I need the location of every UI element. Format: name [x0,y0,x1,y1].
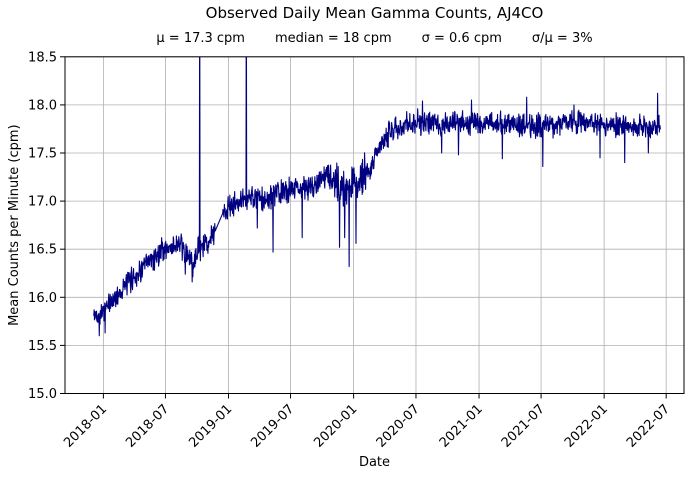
x-axis-label: Date [359,455,390,470]
x-tick-label: 2019-07 [248,402,297,451]
tick-labels: 15.0 15.5 16.0 16.5 17.0 17.5 18.0 18.5 2018-01 2… [28,50,673,450]
grid [65,56,684,394]
y-tick-label: 15.5 [28,339,57,354]
stat-mu: μ = 17.3 cpm [156,31,245,46]
chart-title: Observed Daily Mean Gamma Counts, AJ4CO [205,4,544,22]
x-tick-label: 2021-01 [437,402,486,451]
y-tick-label: 16.5 [28,243,57,258]
x-tick-label: 2022-01 [562,402,611,451]
x-tick-label: 2020-07 [374,402,423,451]
y-axis-label: Mean Counts per Minute (cpm) [7,124,22,326]
data-line [93,56,661,337]
y-tick-label: 18.0 [28,98,57,113]
y-tick-label: 17.5 [28,147,57,162]
x-tick-label: 2019-01 [186,402,235,451]
x-tick-label: 2020-01 [311,402,360,451]
axes-spines [64,56,685,395]
x-tick-label: 2022-07 [624,402,673,451]
y-tick-label: 17.0 [28,195,57,210]
stat-sigma: σ = 0.6 cpm [421,31,502,46]
y-tick-label: 18.5 [28,50,57,65]
y-tick-label: 16.0 [28,291,57,306]
tick-marks [60,56,667,399]
x-tick-label: 2018-01 [61,402,110,451]
x-tick-label: 2018-07 [123,402,172,451]
stat-sigma-over-mu: σ/μ = 3% [531,31,593,46]
x-tick-label: 2021-07 [499,402,548,451]
stat-median: median = 18 cpm [274,31,392,46]
chart-stats-line: μ = 17.3 cpm median = 18 cpm σ = 0.6 cpm… [65,31,684,46]
y-tick-label: 15.0 [28,387,57,402]
